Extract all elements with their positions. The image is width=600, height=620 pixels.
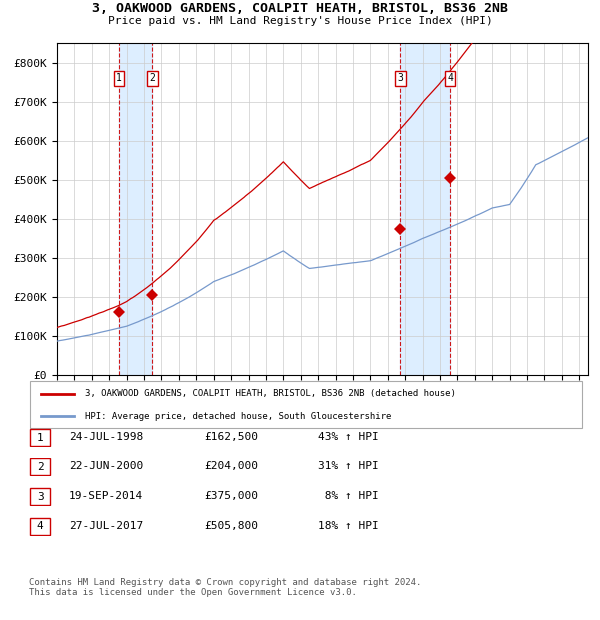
- Text: £162,500: £162,500: [204, 432, 258, 442]
- Text: HPI: Average price, detached house, South Gloucestershire: HPI: Average price, detached house, Sout…: [85, 412, 392, 421]
- FancyBboxPatch shape: [30, 459, 50, 475]
- Text: 1: 1: [116, 73, 122, 83]
- Text: 3, OAKWOOD GARDENS, COALPIT HEATH, BRISTOL, BS36 2NB (detached house): 3, OAKWOOD GARDENS, COALPIT HEATH, BRIST…: [85, 389, 456, 399]
- Text: 19-SEP-2014: 19-SEP-2014: [69, 491, 143, 501]
- FancyBboxPatch shape: [30, 518, 50, 534]
- Text: £204,000: £204,000: [204, 461, 258, 471]
- Bar: [400, 43, 450, 375]
- Text: 3: 3: [37, 492, 44, 502]
- Text: 2: 2: [149, 73, 155, 83]
- FancyBboxPatch shape: [30, 381, 582, 428]
- Text: £505,800: £505,800: [204, 521, 258, 531]
- Text: 4: 4: [447, 73, 453, 83]
- Text: Contains HM Land Registry data © Crown copyright and database right 2024.
This d: Contains HM Land Registry data © Crown c…: [29, 578, 421, 597]
- Text: 4: 4: [37, 521, 44, 531]
- Text: 3, OAKWOOD GARDENS, COALPIT HEATH, BRISTOL, BS36 2NB: 3, OAKWOOD GARDENS, COALPIT HEATH, BRIST…: [92, 2, 508, 15]
- Text: 27-JUL-2017: 27-JUL-2017: [69, 521, 143, 531]
- FancyBboxPatch shape: [30, 430, 50, 446]
- Text: Price paid vs. HM Land Registry's House Price Index (HPI): Price paid vs. HM Land Registry's House …: [107, 16, 493, 25]
- Text: 18% ↑ HPI: 18% ↑ HPI: [318, 521, 379, 531]
- Text: 24-JUL-1998: 24-JUL-1998: [69, 432, 143, 442]
- Text: 22-JUN-2000: 22-JUN-2000: [69, 461, 143, 471]
- Bar: [119, 43, 152, 375]
- Text: 8% ↑ HPI: 8% ↑ HPI: [318, 491, 379, 501]
- Text: 43% ↑ HPI: 43% ↑ HPI: [318, 432, 379, 442]
- Text: £375,000: £375,000: [204, 491, 258, 501]
- Text: 31% ↑ HPI: 31% ↑ HPI: [318, 461, 379, 471]
- Text: 1: 1: [37, 433, 44, 443]
- Text: 2: 2: [37, 462, 44, 472]
- FancyBboxPatch shape: [30, 489, 50, 505]
- Text: 3: 3: [397, 73, 403, 83]
